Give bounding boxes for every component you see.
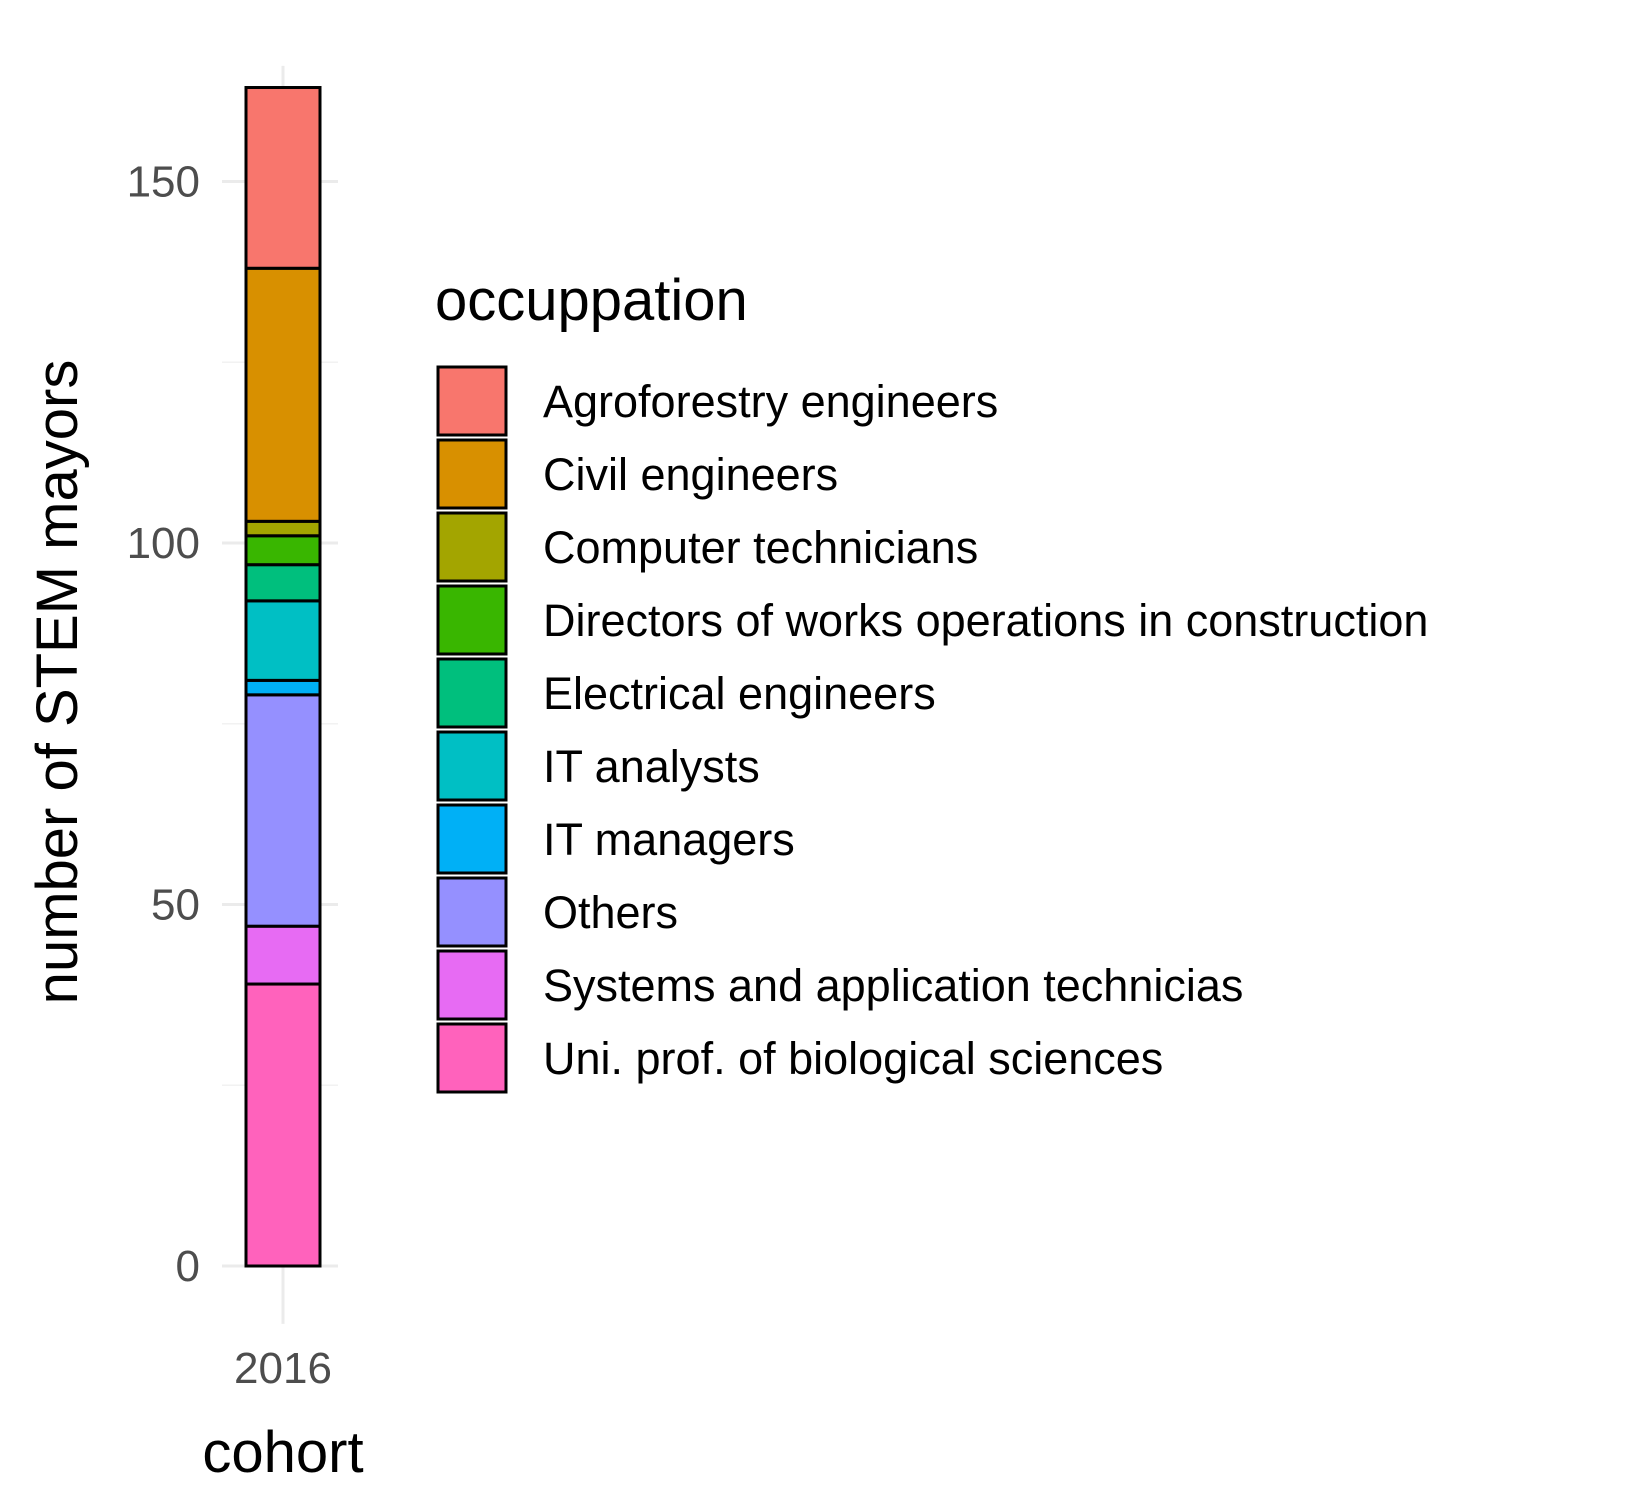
y-axis-title: number of STEM mayors xyxy=(25,360,90,1005)
legend-label-it-analysts: IT analysts xyxy=(543,741,760,792)
bar-segment-civil-engineers xyxy=(244,266,322,523)
bar-segment-directors-of-works-operations-in-construction xyxy=(244,534,322,567)
legend-key-systems-and-application-technicias xyxy=(436,949,508,1021)
legend-label-agroforestry-engineers: Agroforestry engineers xyxy=(543,376,998,427)
legend-key-it-analysts xyxy=(436,730,508,802)
legend-key-computer-technicians xyxy=(436,511,508,583)
legend-label-systems-and-application-technicias: Systems and application technicias xyxy=(543,960,1243,1011)
y-axis-ticks: 0 50 100 150 xyxy=(127,158,200,1292)
bar-segment-agroforestry-engineers xyxy=(244,86,322,270)
bar-segment-it-managers xyxy=(244,678,322,697)
bar-segment-others xyxy=(244,693,322,928)
legend-key-uni-prof-of-biological-sciences xyxy=(436,1022,508,1094)
legend-key-agroforestry-engineers xyxy=(436,365,508,437)
x-axis-title: cohort xyxy=(202,1420,363,1485)
legend-key-others xyxy=(436,876,508,948)
x-tick-label: 2016 xyxy=(234,1344,332,1393)
legend-key-electrical-engineers xyxy=(436,657,508,729)
legend-key-it-managers xyxy=(436,803,508,875)
legend-label-civil-engineers: Civil engineers xyxy=(543,449,838,500)
x-axis-ticks: 2016 xyxy=(234,1344,332,1393)
y-tick-label: 50 xyxy=(151,881,200,930)
legend-label-others: Others xyxy=(543,887,678,938)
bar-segment-it-analysts xyxy=(244,599,322,682)
legend-label-it-managers: IT managers xyxy=(543,814,795,865)
legend-label-computer-technicians: Computer technicians xyxy=(543,522,978,573)
y-tick-label: 100 xyxy=(127,519,200,568)
legend-label-directors-of-works-operations-in-construction: Directors of works operations in constru… xyxy=(543,595,1428,646)
bar-segment-systems-and-application-technicias xyxy=(244,924,322,986)
bar-stack-2016 xyxy=(244,86,322,1268)
legend-key-directors-of-works-operations-in-construction xyxy=(436,584,508,656)
legend-label-electrical-engineers: Electrical engineers xyxy=(543,668,936,719)
bar-segment-uni-prof-of-biological-sciences xyxy=(244,982,322,1268)
bar-segment-computer-technicians xyxy=(244,519,322,538)
legend-title: occuppation xyxy=(435,268,748,333)
y-tick-label: 150 xyxy=(127,158,200,207)
y-tick-label: 0 xyxy=(176,1242,200,1291)
legend-label-uni-prof-of-biological-sciences: Uni. prof. of biological sciences xyxy=(543,1033,1163,1084)
legend: occuppation Agroforestry engineers Civil … xyxy=(435,268,1428,1094)
legend-key-civil-engineers xyxy=(436,438,508,510)
bar-segment-electrical-engineers xyxy=(244,563,322,603)
